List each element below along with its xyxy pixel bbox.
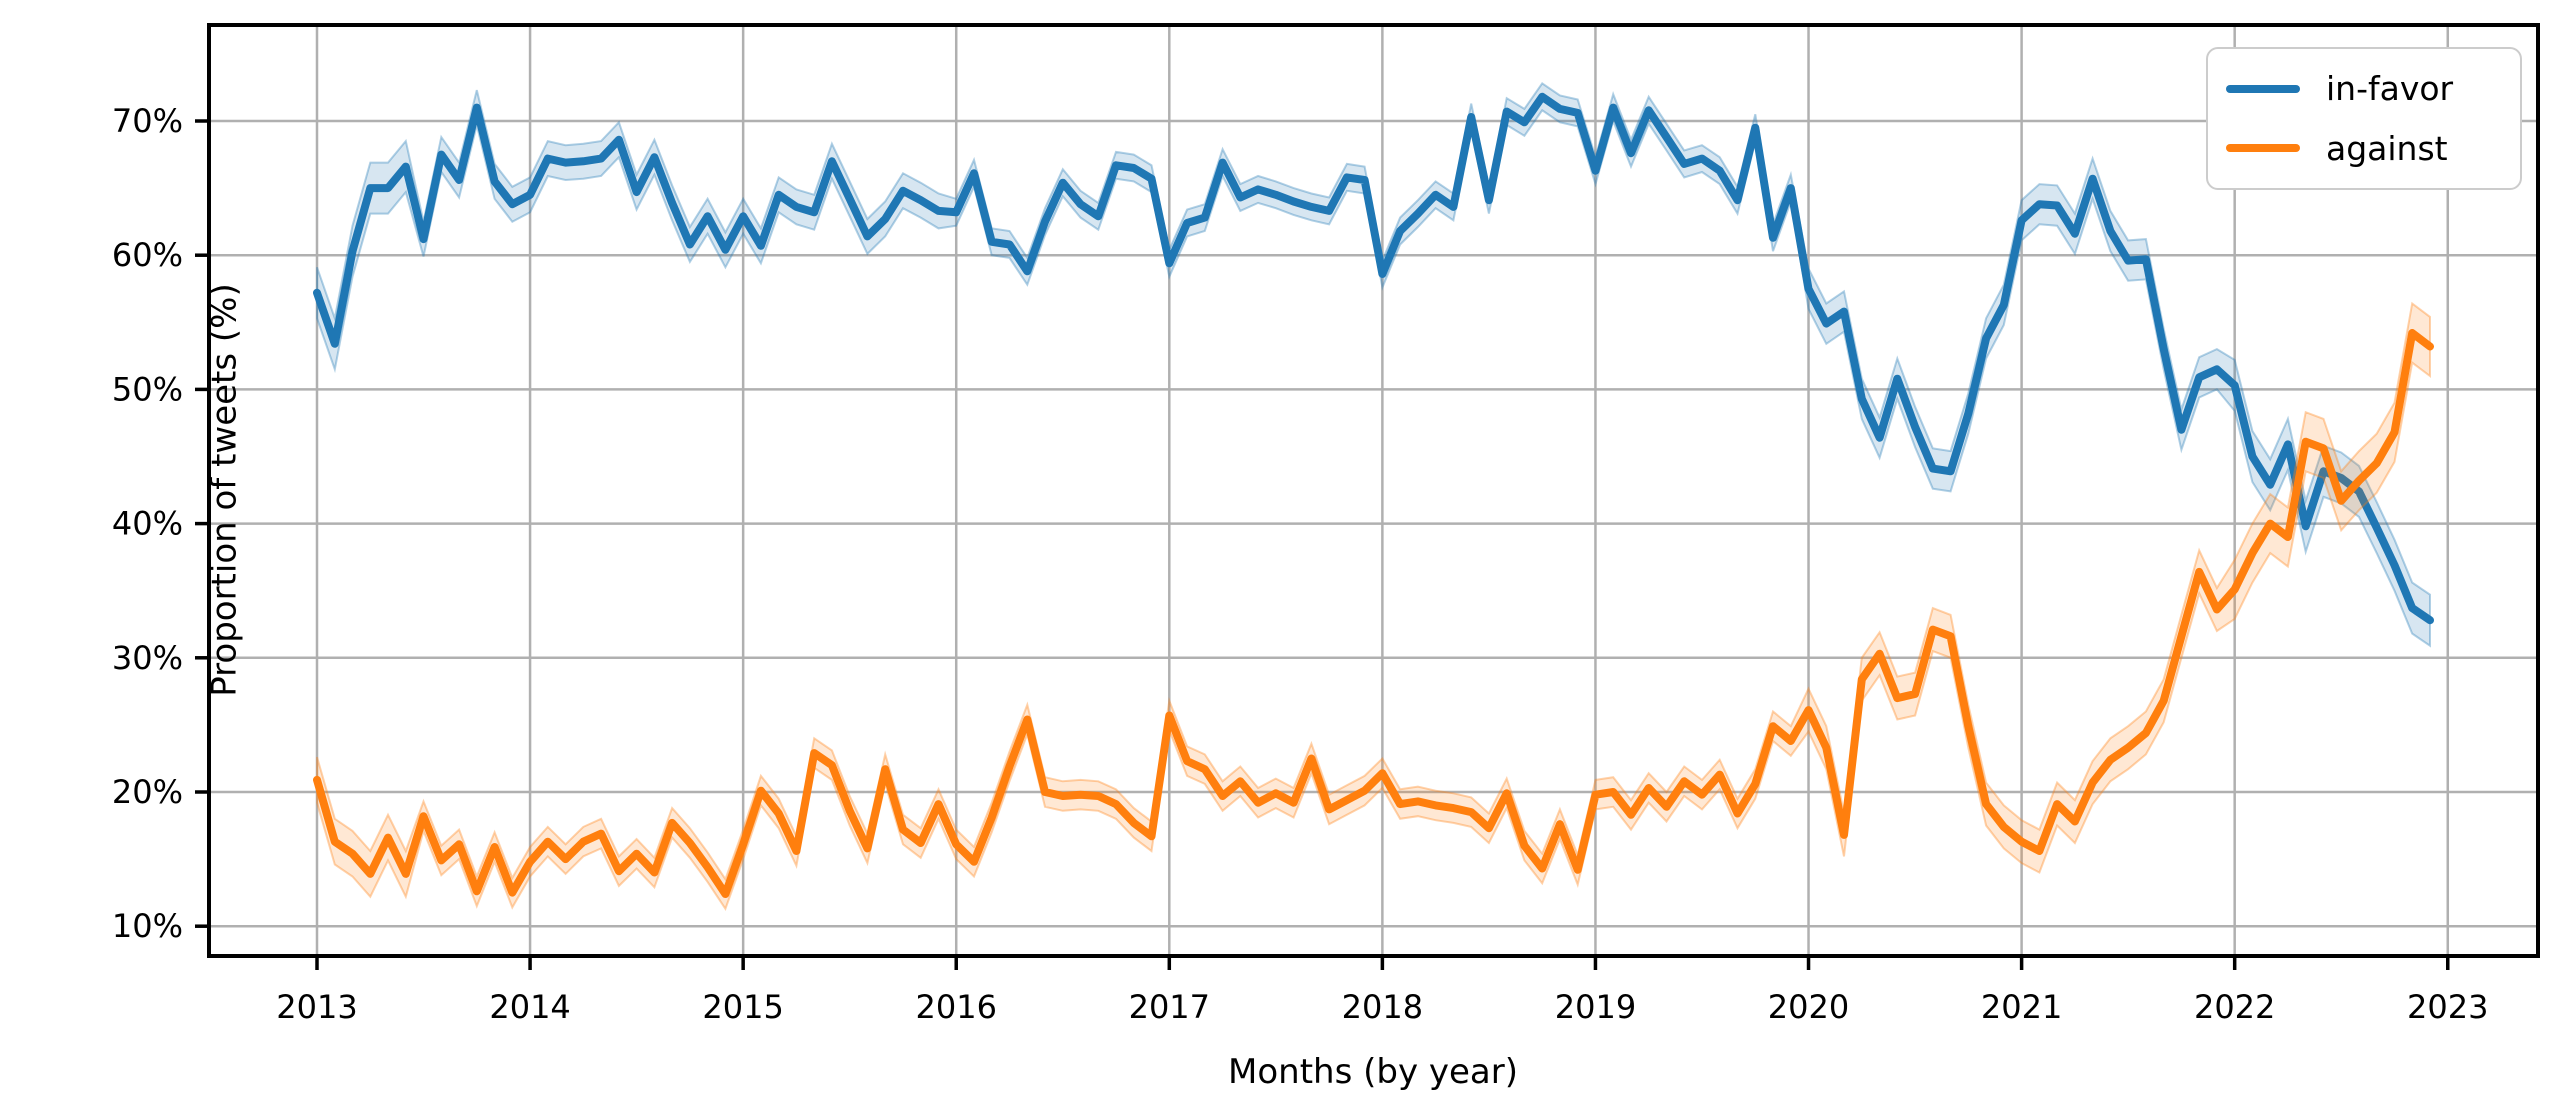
legend-entry-against: against: [2226, 129, 2502, 168]
legend-label-against: against: [2326, 128, 2448, 168]
against-line: [313, 329, 2434, 898]
x-tick-label: 2018: [1342, 988, 1423, 1026]
in-favor-line-swatch: [2226, 84, 2300, 93]
in-favor-confidence-band: [316, 82, 2431, 648]
x-tick-label: 2020: [1768, 988, 1849, 1026]
x-tick-label: 2017: [1129, 988, 1210, 1026]
y-tick-label: 70%: [112, 102, 183, 140]
y-tick-label: 30%: [112, 639, 183, 677]
x-tick-label: 2015: [702, 988, 783, 1026]
y-axis-label: Proportion of tweets (%): [204, 283, 245, 697]
y-tick-label: 60%: [112, 236, 183, 274]
y-tick-label: 40%: [112, 505, 183, 543]
x-axis-label: Months (by year): [1228, 1052, 1518, 1092]
y-tick-label: 10%: [112, 907, 183, 945]
against-line-swatch: [2226, 144, 2300, 153]
legend: in-favor against: [2206, 47, 2522, 190]
x-tick-label: 2019: [1555, 988, 1636, 1026]
x-tick-label: 2014: [489, 988, 570, 1026]
legend-entry-in-favor: in-favor: [2226, 69, 2502, 108]
legend-label-in-favor: in-favor: [2326, 69, 2454, 109]
x-tick-label: 2013: [276, 988, 357, 1026]
in-favor-line: [313, 92, 2434, 625]
x-tick-label: 2022: [2194, 988, 2275, 1026]
y-tick-label: 20%: [112, 773, 183, 811]
x-tick-label: 2023: [2407, 988, 2488, 1026]
plot-border: [207, 23, 2540, 958]
x-tick-label: 2021: [1981, 988, 2062, 1026]
y-tick-label: 50%: [112, 370, 183, 408]
against-confidence-band: [316, 301, 2431, 912]
x-tick-label: 2016: [916, 988, 997, 1026]
